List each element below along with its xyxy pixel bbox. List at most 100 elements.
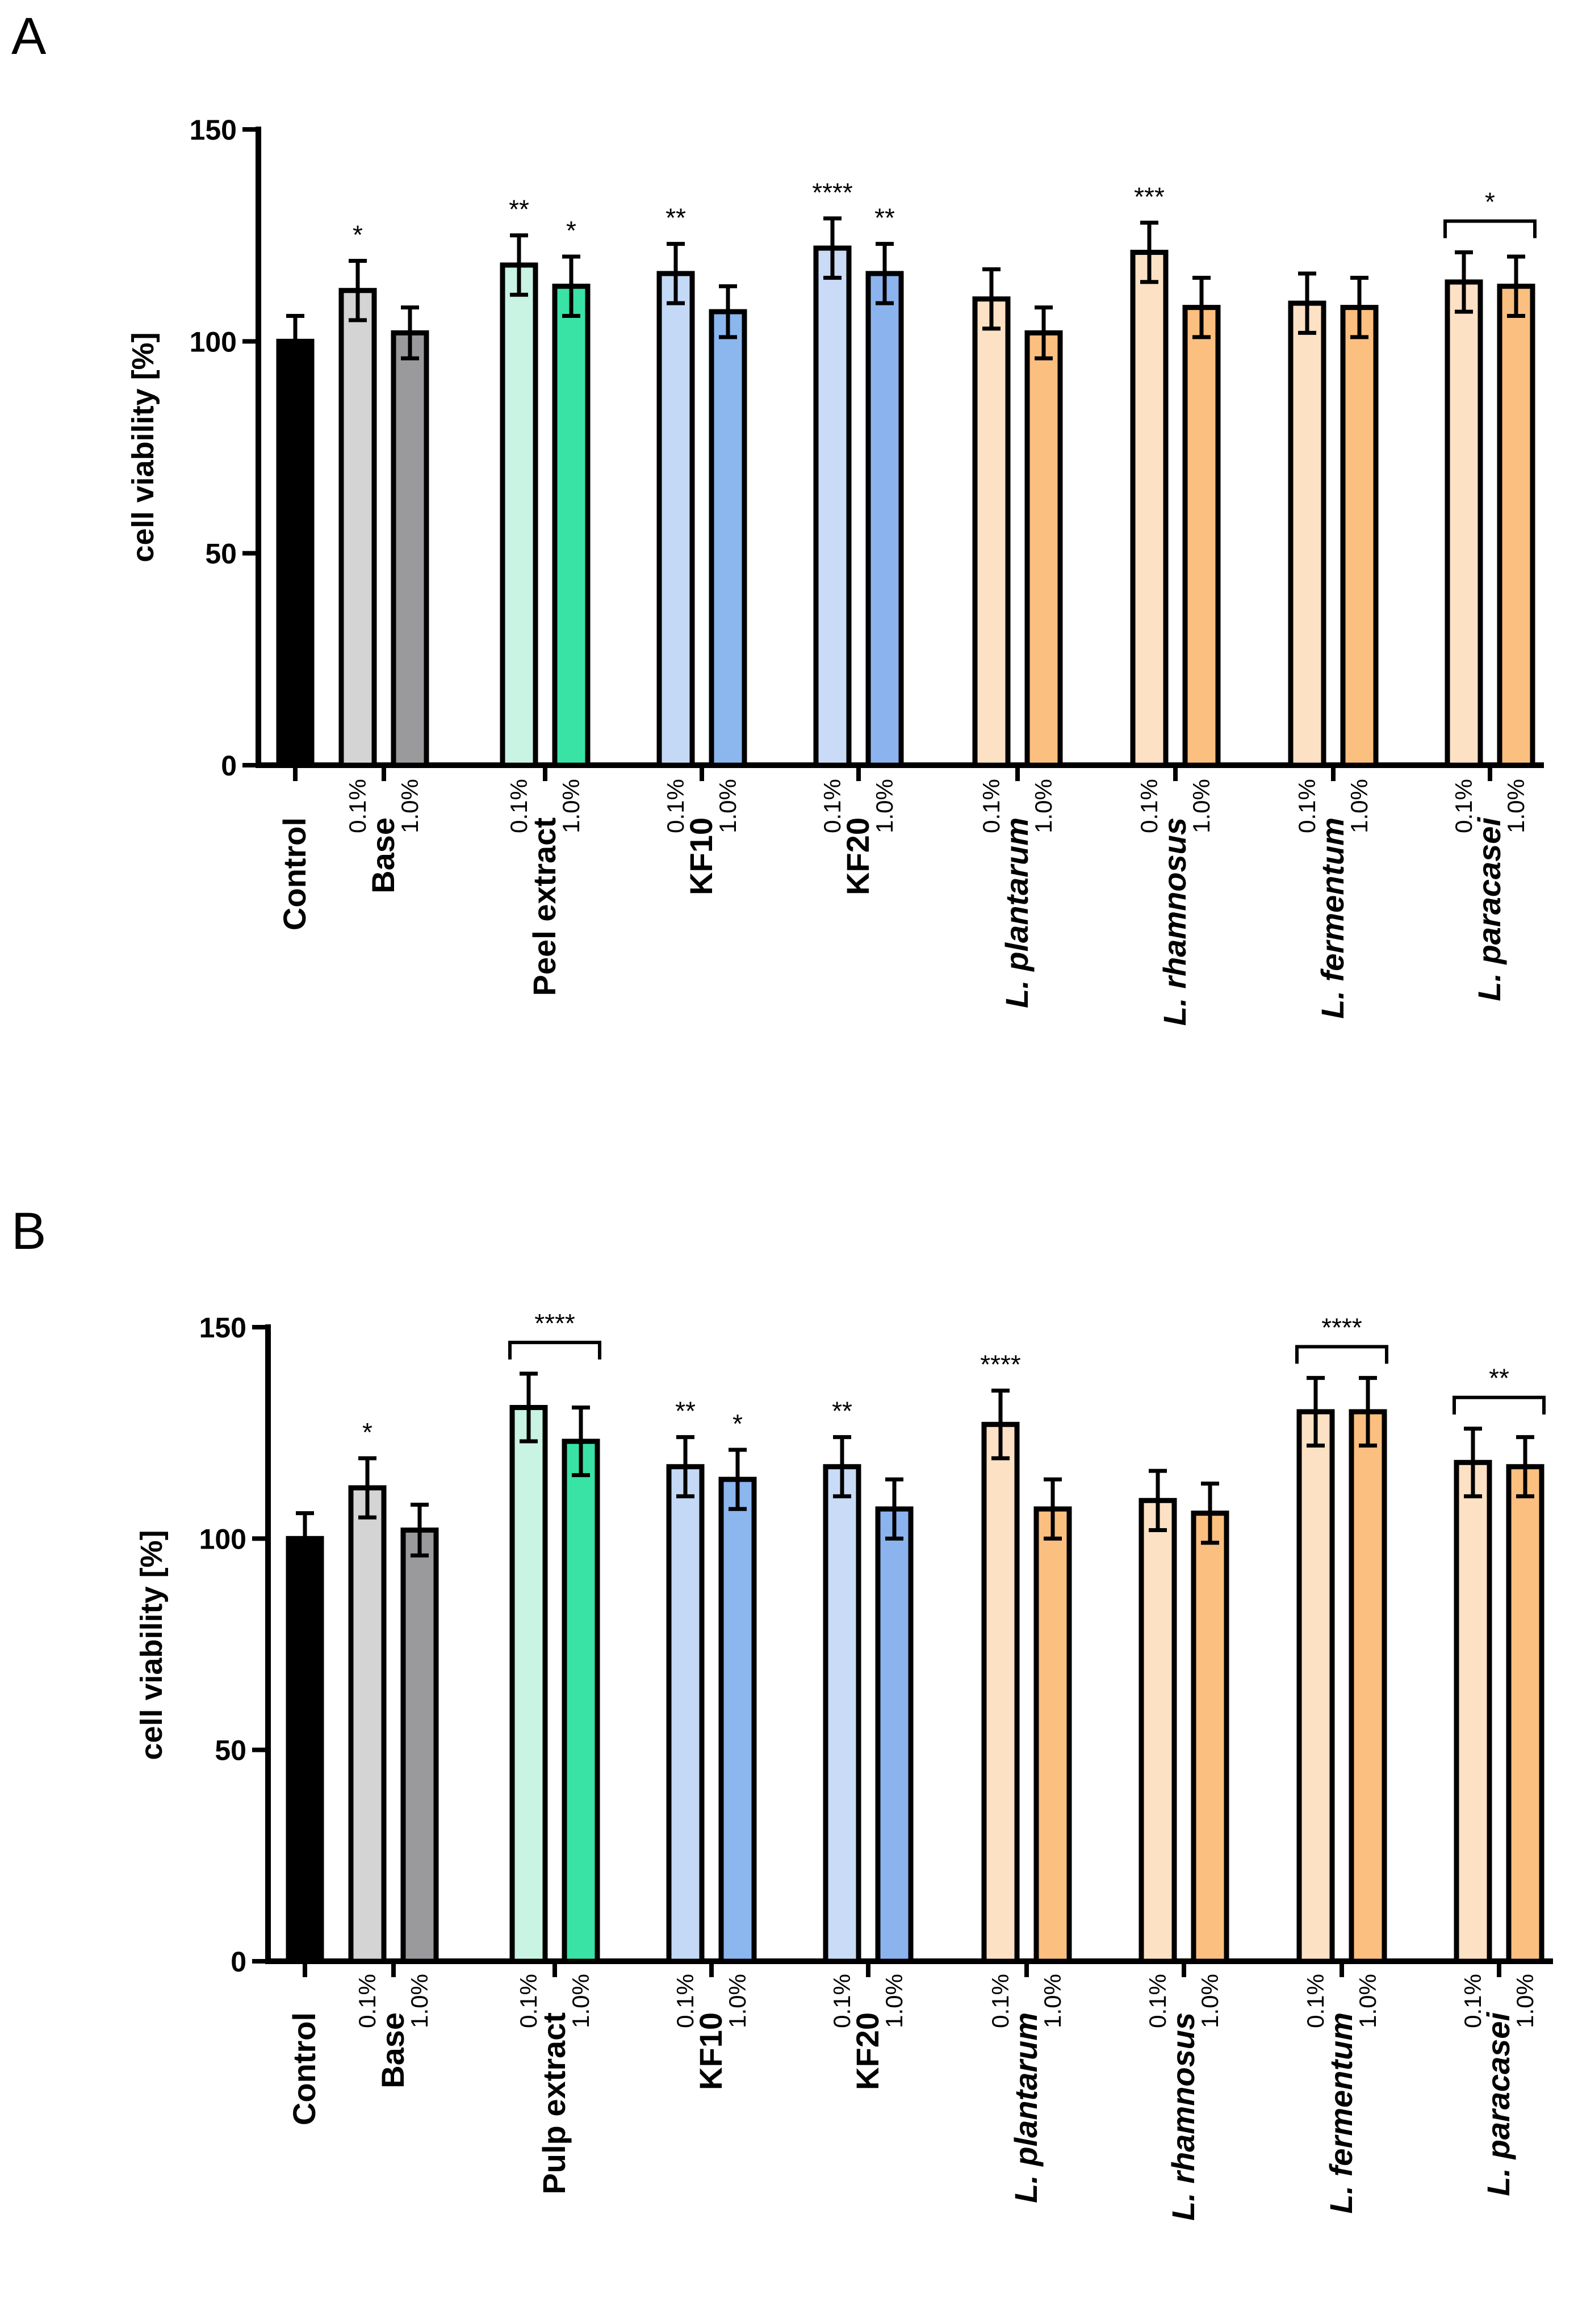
bar [656,271,695,768]
bar [666,1464,705,1964]
y-tick-label: 50 [215,1735,246,1767]
bar [552,283,591,768]
y-tick-label: 150 [199,1312,246,1344]
category-label: L. rhamnosus [1165,2012,1201,2221]
concentration-label: 1.0% [406,1974,433,2028]
significance-label: *** [1134,182,1165,211]
y-axis-label: cell viability [%] [135,1530,169,1760]
category-label: L. plantarum [1008,2012,1044,2203]
category-label: L. plantarum [999,817,1035,1008]
y-tick-label: 100 [190,326,237,358]
category-label: KF20 [840,817,876,895]
concentration-label: 0.1% [1294,779,1320,833]
y-tick-label: 0 [231,1946,246,1978]
concentration-label: 1.0% [1030,779,1057,833]
concentration-label: 1.0% [1196,1974,1223,2028]
bar [1445,279,1483,768]
bar [1349,1409,1387,1964]
concentration-label: 0.1% [1302,1974,1329,2028]
bar [709,309,747,768]
category-label: Peel extract [526,817,562,996]
concentration-label: 0.1% [978,779,1004,833]
concentration-label: 0.1% [987,1974,1014,2028]
bar [509,1404,548,1964]
concentration-label: 0.1% [662,779,689,833]
y-tick-label: 150 [190,114,237,146]
bar [1506,1464,1544,1964]
bar [1288,300,1326,768]
significance-bracket [1443,219,1537,238]
category-label: Control [277,817,312,930]
category-label: Pulp extract [536,2012,572,2195]
category-label: L. rhamnosus [1157,817,1192,1026]
bar [391,330,429,768]
category-label: L. paracasei [1471,817,1507,1001]
bar [1138,1497,1177,1964]
concentration-label: 1.0% [558,779,584,833]
bar [865,271,904,768]
concentration-label: 0.1% [354,1974,380,2028]
y-tick-label: 100 [199,1523,246,1555]
category-label: Base [375,2012,411,2088]
bar [718,1476,757,1964]
bar [1497,283,1535,768]
concentration-label: 0.1% [1450,779,1477,833]
concentration-label: 1.0% [1346,779,1372,833]
significance-bracket [508,1340,601,1360]
significance-label: * [733,1409,743,1438]
panel-label: B [11,1202,46,1260]
significance-label: ** [832,1396,852,1426]
concentration-label: 0.1% [505,779,532,833]
significance-label: ** [675,1396,696,1426]
category-label: L. fermentum [1315,817,1350,1019]
bar [1130,250,1169,768]
bar [1340,305,1379,768]
chart-panel-A: A 0 50 100 150 cell viability [%] Control * 0.1%… [11,7,1544,1026]
concentration-label: 0.1% [1459,1974,1486,2028]
bar [1296,1409,1335,1964]
concentration-label: 1.0% [396,779,423,833]
significance-bracket [1453,1395,1546,1415]
category-label: L. paracasei [1480,2012,1516,2196]
concentration-label: 0.1% [515,1974,542,2028]
bar [1033,1506,1072,1964]
bar [1454,1459,1492,1964]
significance-label: **** [534,1308,575,1338]
significance-label: **** [1321,1312,1362,1342]
concentration-label: 1.0% [1039,1974,1066,2028]
significance-label: ** [874,203,895,233]
significance-label: ** [665,203,686,233]
significance-bracket [1295,1345,1388,1364]
bar [338,288,377,768]
concentration-label: 1.0% [1354,1974,1381,2028]
category-label: Base [365,817,401,893]
y-tick-label: 0 [221,750,237,782]
concentration-label: 0.1% [819,779,845,833]
significance-label: ** [1489,1364,1509,1393]
bar [286,1536,324,1964]
chart-panel-B: B 0 50 100 150 cell viability [%] Control * 0.1%… [11,1202,1553,2221]
concentration-label: 0.1% [1136,779,1162,833]
concentration-label: 1.0% [567,1974,594,2028]
bar [348,1485,387,1964]
panel-label: A [11,7,47,65]
significance-label: **** [812,178,853,207]
category-label: KF10 [693,2012,729,2090]
significance-label: * [362,1417,372,1447]
category-label: L. fermentum [1323,2012,1359,2214]
bar [1024,330,1063,768]
category-label: KF10 [683,817,719,895]
significance-label: * [566,216,576,245]
bar [400,1527,439,1964]
concentration-label: 1.0% [724,1974,751,2028]
bar [500,262,538,768]
y-axis-label: cell viability [%] [126,332,160,562]
concentration-label: 0.1% [1144,1974,1171,2028]
concentration-label: 1.0% [1502,779,1529,833]
category-label: Control [286,2012,322,2125]
concentration-label: 0.1% [828,1974,855,2028]
significance-label: **** [980,1350,1021,1379]
significance-label: * [1485,187,1495,217]
significance-label: ** [509,195,529,224]
